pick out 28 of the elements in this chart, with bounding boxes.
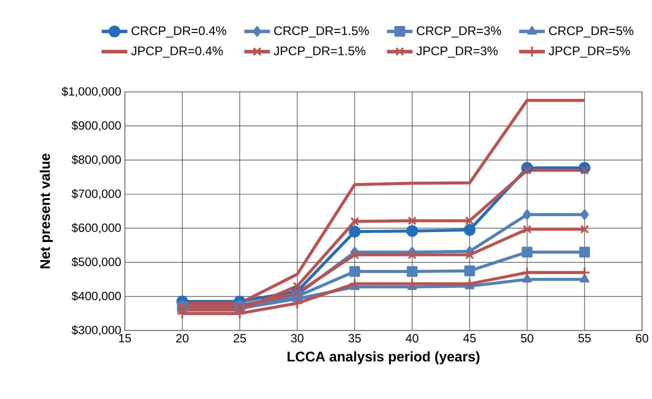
y-tick-label: $800,000 [72, 154, 121, 166]
x-tick-label: 40 [406, 334, 418, 342]
x-tick-label: 15 [119, 334, 131, 342]
legend-label: CRCP_DR=0.4% [132, 26, 226, 38]
y-tick-label: $600,000 [72, 222, 121, 234]
y-tick-label: $500,000 [72, 256, 121, 268]
legend-label: JPCP_DR=1.5% [274, 46, 366, 58]
x-tick-label: 45 [463, 334, 476, 342]
x-axis-title: LCCA analysis period (years) [288, 351, 480, 364]
y-axis-title: Net present value [40, 153, 53, 268]
x-tick-label: 20 [176, 334, 188, 342]
legend-label: CRCP_DR=5% [549, 26, 634, 38]
y-tick-label: $900,000 [72, 120, 121, 131]
x-tick-label: 25 [234, 334, 246, 342]
x-tick-label: 30 [291, 334, 304, 342]
legend-label: JPCP_DR=3% [416, 46, 498, 58]
y-tick-label: $700,000 [72, 188, 121, 200]
y-tick-label: $1,000,000 [62, 86, 121, 97]
legend-label: CRCP_DR=1.5% [274, 26, 369, 38]
x-tick-label: 60 [636, 334, 648, 342]
legend-label: JPCP_DR=5% [548, 46, 630, 58]
legend-label: JPCP_DR=0.4% [131, 46, 223, 58]
x-tick-label: 35 [348, 334, 361, 342]
legend-label: CRCP_DR=3% [416, 26, 502, 38]
y-tick-label: $300,000 [72, 325, 121, 336]
x-tick-label: 50 [520, 334, 534, 342]
y-tick-label: $400,000 [72, 291, 121, 302]
x-tick-label: 55 [578, 334, 591, 342]
